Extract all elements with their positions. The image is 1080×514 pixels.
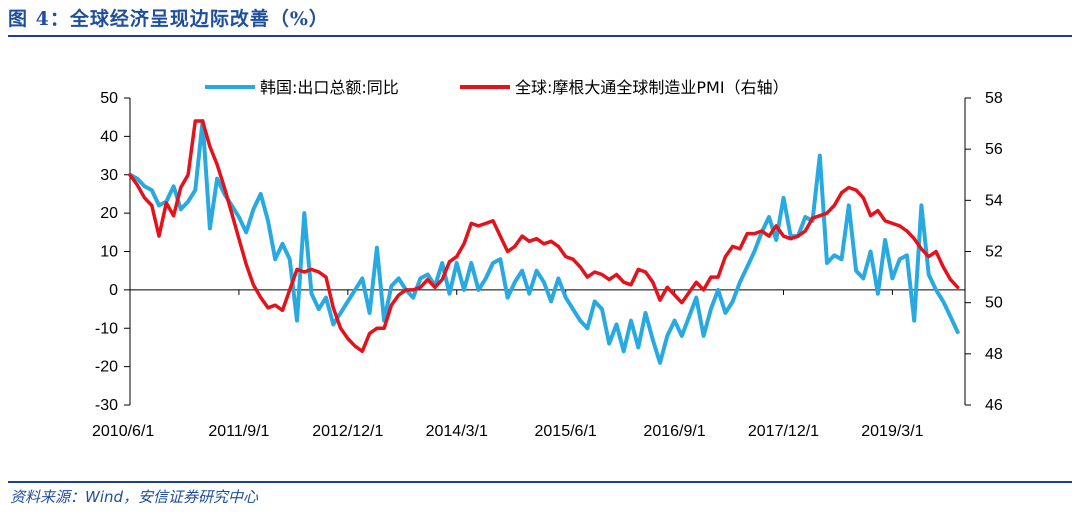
- right-tick-label: 50: [985, 295, 1003, 312]
- left-tick-label: 10: [100, 244, 118, 261]
- right-tick-label: 56: [985, 141, 1003, 158]
- x-tick-label: 2017/12/1: [748, 423, 819, 440]
- left-tick-label: -10: [95, 320, 118, 337]
- right-tick-label: 46: [985, 397, 1003, 414]
- source-note: 资料来源：Wind，安信证券研究中心: [10, 488, 259, 506]
- left-tick-label: 20: [100, 205, 118, 222]
- left-tick-label: 50: [100, 90, 118, 107]
- right-tick-label: 58: [985, 90, 1003, 107]
- left-tick-label: 30: [100, 167, 118, 184]
- left-tick-label: -20: [95, 359, 118, 376]
- legend-item-korea-label: 韩国:出口总额:同比: [260, 78, 399, 97]
- right-tick-label: 54: [985, 192, 1003, 209]
- right-tick-label: 52: [985, 244, 1003, 261]
- source-rule: [8, 481, 1072, 483]
- x-tick-label: 2019/3/1: [861, 423, 923, 440]
- x-tick-label: 2012/12/1: [312, 423, 383, 440]
- series-layer: [128, 119, 960, 365]
- title-rule: [8, 35, 1072, 37]
- left-tick-label: 40: [100, 128, 118, 145]
- chart: -30 -20 -10 0 10 20 30 40 50 46 48 50 52 54 56 58 2010/6…: [92, 78, 1003, 440]
- x-tick-label: 2016/9/1: [643, 423, 705, 440]
- left-tick-label: 0: [109, 282, 118, 299]
- series-line-global-pmi: [128, 119, 960, 354]
- right-tick-label: 48: [985, 346, 1003, 363]
- x-tick-label: 2011/9/1: [208, 423, 269, 440]
- legend-item-pmi-label: 全球:摩根大通全球制造业PMI（右轴）: [515, 78, 789, 97]
- series-line-korea-exports: [128, 119, 960, 365]
- left-tick-label: -30: [95, 397, 118, 414]
- x-tick-label: 2015/6/1: [535, 423, 597, 440]
- figure-title: 图 4：全球经济呈现边际改善（%）: [8, 8, 329, 30]
- legend: 韩国:出口总额:同比 全球:摩根大通全球制造业PMI（右轴）: [205, 78, 789, 97]
- x-tick-label: 2010/6/1: [92, 423, 154, 440]
- x-tick-label: 2014/3/1: [426, 423, 488, 440]
